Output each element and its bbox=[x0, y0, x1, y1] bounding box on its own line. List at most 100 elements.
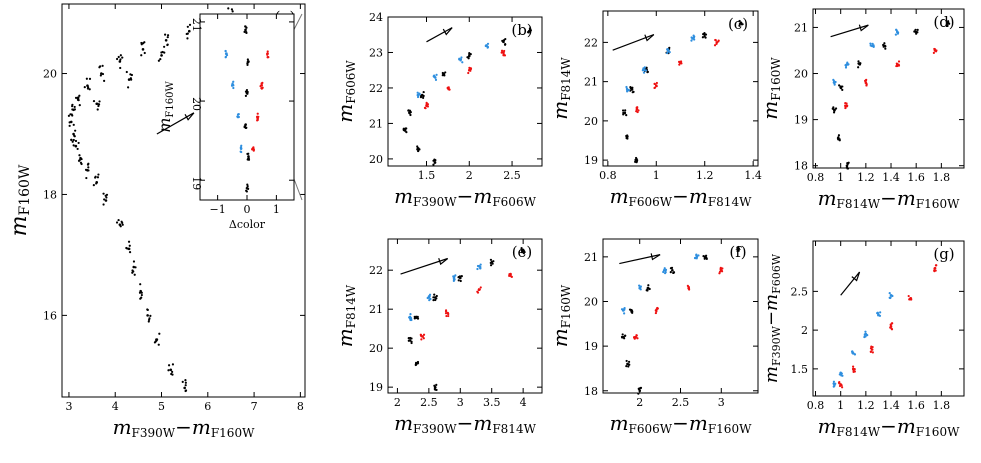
data-point bbox=[717, 39, 720, 42]
y-tick-label: 20 bbox=[369, 342, 383, 355]
data-point bbox=[227, 7, 230, 10]
data-point bbox=[662, 270, 665, 274]
data-point bbox=[504, 42, 507, 46]
data-point bbox=[433, 161, 436, 164]
data-point bbox=[132, 270, 135, 273]
data-point bbox=[878, 314, 882, 317]
data-point bbox=[127, 240, 131, 243]
data-point bbox=[185, 32, 188, 36]
data-point bbox=[98, 100, 101, 103]
reddening-arrow bbox=[156, 112, 195, 135]
data-point bbox=[663, 267, 666, 270]
data-point bbox=[244, 25, 247, 28]
data-point bbox=[686, 284, 689, 287]
data-point bbox=[102, 203, 105, 206]
data-point bbox=[479, 263, 482, 266]
data-point bbox=[94, 176, 97, 179]
data-point bbox=[510, 275, 513, 278]
data-point bbox=[703, 31, 706, 35]
data-point bbox=[459, 279, 462, 283]
data-point bbox=[420, 338, 423, 341]
data-point bbox=[97, 104, 100, 108]
data-point bbox=[416, 145, 419, 148]
data-point bbox=[895, 62, 898, 65]
data-point bbox=[129, 77, 132, 80]
data-point bbox=[502, 39, 506, 42]
data-point bbox=[85, 77, 88, 80]
data-point bbox=[486, 45, 490, 49]
data-point bbox=[104, 194, 107, 197]
data-point bbox=[236, 113, 240, 116]
data-point bbox=[738, 24, 741, 27]
data-point bbox=[70, 138, 73, 142]
data-point bbox=[410, 337, 413, 340]
data-point bbox=[416, 91, 419, 94]
data-point bbox=[404, 127, 407, 130]
y-axis-label-group: mF160W bbox=[155, 81, 176, 133]
data-point bbox=[243, 30, 246, 33]
data-point bbox=[625, 113, 628, 117]
data-point bbox=[528, 27, 532, 30]
reddening-arrowhead bbox=[184, 112, 195, 121]
data-point bbox=[184, 389, 188, 392]
data-point bbox=[87, 169, 90, 172]
data-point bbox=[92, 99, 96, 103]
x-axis-label: Δcolor bbox=[229, 218, 266, 231]
data-point bbox=[231, 82, 234, 85]
data-point bbox=[635, 157, 638, 160]
data-point bbox=[624, 334, 627, 337]
data-point bbox=[715, 42, 718, 46]
data-point bbox=[934, 50, 938, 53]
data-point bbox=[479, 286, 482, 289]
data-point bbox=[704, 36, 707, 39]
x-tick-label: 2.5 bbox=[503, 169, 521, 182]
data-point bbox=[872, 44, 875, 47]
data-point bbox=[852, 365, 855, 368]
data-point bbox=[866, 333, 869, 337]
y-tick-label: 21 bbox=[190, 18, 203, 32]
data-point bbox=[486, 42, 490, 45]
data-point bbox=[148, 317, 151, 320]
reddening-arrowhead bbox=[438, 258, 449, 266]
data-point bbox=[484, 44, 487, 47]
x-tick-label: −1 bbox=[210, 203, 226, 216]
data-point bbox=[840, 384, 843, 387]
data-point bbox=[95, 182, 98, 185]
y-axis-label: mF160W bbox=[155, 81, 176, 133]
data-point bbox=[407, 339, 410, 342]
data-point bbox=[522, 248, 525, 251]
data-point bbox=[907, 294, 910, 298]
data-point bbox=[418, 93, 421, 96]
data-point bbox=[655, 85, 658, 88]
data-point bbox=[653, 82, 656, 86]
data-point bbox=[101, 64, 104, 67]
data-point bbox=[453, 278, 456, 281]
data-point bbox=[889, 296, 892, 299]
data-point bbox=[692, 36, 695, 39]
data-point bbox=[153, 341, 156, 344]
data-point bbox=[239, 146, 243, 149]
data-point bbox=[87, 86, 90, 89]
x-axis-label: mF814W−mF160W bbox=[818, 414, 961, 439]
y-axis-label: mF160W bbox=[758, 57, 783, 120]
data-point bbox=[522, 252, 525, 255]
reddening-arrow bbox=[426, 27, 453, 43]
data-point bbox=[88, 77, 92, 80]
data-point bbox=[167, 369, 170, 372]
data-point bbox=[78, 103, 81, 107]
data-point bbox=[441, 74, 444, 77]
data-point bbox=[87, 166, 90, 169]
data-point bbox=[837, 134, 841, 137]
data-point bbox=[634, 160, 637, 163]
data-point bbox=[690, 36, 693, 39]
y-tick-label: 23 bbox=[369, 46, 383, 59]
panel-e: 2 2.5 3 3.5 4 19 20 21 22 (e) mF390W−mF814W mF814W bbox=[333, 238, 543, 436]
reddening-arrowhead bbox=[650, 253, 661, 261]
data-point bbox=[633, 336, 636, 339]
data-point bbox=[96, 176, 100, 179]
data-point bbox=[170, 372, 173, 376]
panel-d: 0.8 1 1.2 1.4 1.6 1.8 18 19 20 21 (d) mF814W−mF160W… bbox=[758, 8, 965, 211]
data-point bbox=[433, 387, 436, 391]
y-tick-label: 22 bbox=[369, 264, 383, 277]
data-point bbox=[159, 58, 162, 61]
